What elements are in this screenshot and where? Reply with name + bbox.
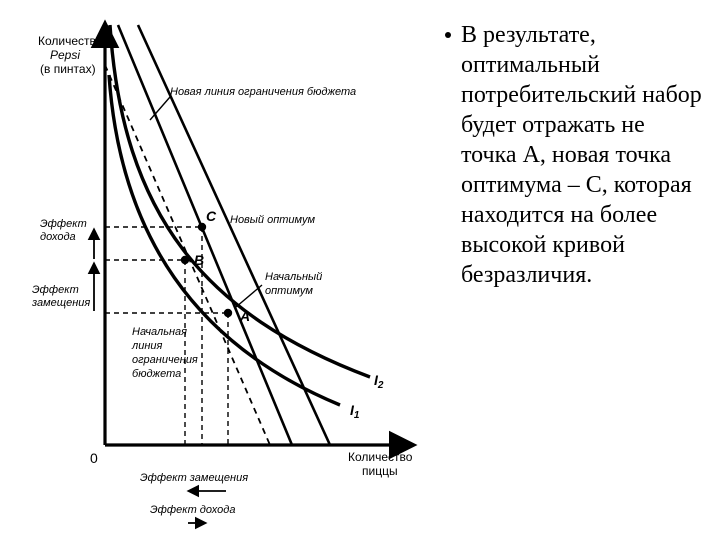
label-initial-budget-2: линия — [131, 340, 162, 352]
point-b — [181, 256, 189, 264]
label-subst-effect-y-1: Эффект — [32, 284, 79, 296]
point-b-label: B — [194, 252, 204, 268]
bullet-list: В результате, оптимальный потребительски… — [445, 20, 705, 290]
bullet-text: В результате, оптимальный потребительски… — [461, 20, 705, 290]
bullet-marker-icon — [445, 32, 451, 38]
label-income-effect-x: Эффект дохода — [150, 504, 235, 516]
origin-label: 0 — [90, 450, 98, 466]
label-initial-budget-3: ограничения — [132, 354, 198, 366]
label-initial-optimum-2: оптимум — [265, 285, 313, 297]
label-initial-budget-4: бюджета — [132, 368, 181, 380]
indifference-label-i1: I1 — [350, 402, 360, 421]
point-a — [224, 309, 232, 317]
indifference-curve-i2 — [110, 25, 370, 377]
point-a-label: A — [239, 308, 250, 324]
y-axis-label-3: (в пинтах) — [40, 62, 96, 76]
economics-graph: 0 Количество Pepsi (в пинтах) Количество… — [10, 15, 430, 540]
point-c-label: C — [206, 208, 217, 224]
label-initial-optimum-1: Начальный — [265, 271, 322, 283]
indifference-label-i2: I2 — [374, 372, 384, 391]
label-initial-budget-1: Начальная — [132, 326, 187, 338]
y-axis-label-1: Количество — [38, 34, 103, 48]
x-axis-label-1: Количество — [348, 450, 413, 464]
label-new-optimum: Новый оптимум — [230, 214, 315, 226]
label-subst-effect-x: Эффект замещения — [140, 472, 248, 484]
bullet-item: В результате, оптимальный потребительски… — [445, 20, 705, 290]
label-income-effect-y-1: Эффект — [40, 218, 87, 230]
y-axis-label-2: Pepsi — [50, 48, 80, 62]
x-axis-label-2: пиццы — [362, 464, 398, 478]
label-subst-effect-y-2: замещения — [31, 297, 90, 309]
leader-initial-optimum — [236, 285, 262, 307]
label-new-budget: Новая линия ограничения бюджета — [170, 86, 356, 98]
label-income-effect-y-2: дохода — [40, 231, 76, 243]
point-c — [198, 223, 206, 231]
